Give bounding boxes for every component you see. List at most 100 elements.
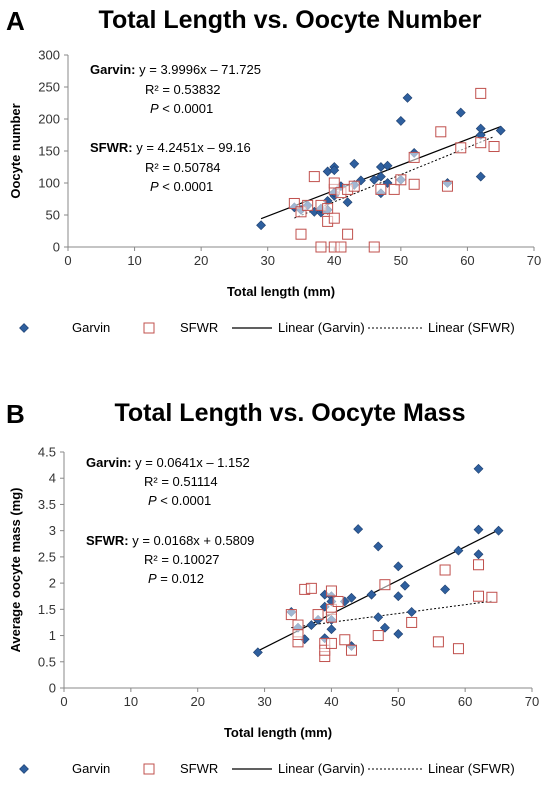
regression-annotation: P < 0.0001 (148, 493, 211, 508)
point-sfwr (292, 619, 304, 631)
x-axis-label: Total length (mm) (224, 725, 332, 740)
panel-a-title: Total Length vs. Oocyte Number (99, 6, 482, 34)
point-sfwr (388, 183, 400, 195)
regression-annotation: R² = 0.51114 (144, 474, 218, 489)
point-garvin (369, 174, 380, 185)
point-sfwr (308, 171, 320, 183)
point-sfwr (288, 197, 300, 209)
y-tick-label: 250 (38, 80, 60, 95)
point-sfwr (312, 609, 324, 621)
point-sfwr (395, 174, 407, 186)
point-sfwr (475, 87, 487, 99)
point-sfwr (452, 643, 464, 655)
point-garvin (326, 624, 337, 635)
regression-annotation: P = 0.012 (148, 571, 204, 586)
y-tick-label: 50 (46, 208, 60, 223)
point-garvin (382, 160, 393, 171)
legend-marker-sfwr (143, 763, 155, 775)
x-tick-label: 0 (60, 694, 67, 709)
regression-annotation: P < 0.0001 (150, 101, 213, 116)
y-tick-label: 150 (38, 144, 60, 159)
point-sfwr (368, 241, 380, 253)
x-axis-label: Total length (mm) (227, 284, 335, 299)
y-axis-label: Average oocyte mass (mg) (8, 488, 23, 653)
point-garvin (473, 549, 484, 560)
regression-annotation: R² = 0.53832 (145, 82, 221, 97)
point-garvin (346, 592, 357, 603)
point-garvin (353, 524, 364, 535)
y-tick-label: 3.5 (38, 497, 56, 512)
point-sfwr (475, 137, 487, 149)
point-garvin (373, 612, 384, 623)
point-garvin (440, 584, 451, 595)
point-garvin (393, 561, 404, 572)
x-tick-label: 50 (394, 253, 408, 268)
point-sfwr (332, 595, 344, 607)
point-garvin (306, 620, 317, 630)
point-garvin (342, 197, 353, 208)
point-garvin (252, 647, 263, 658)
y-tick-label: 300 (38, 48, 60, 63)
regression-annotation: P < 0.0001 (150, 179, 213, 194)
point-garvin (395, 115, 406, 126)
point-sfwr (406, 616, 418, 628)
x-tick-label: 10 (124, 694, 138, 709)
trendline-sfwr (291, 600, 492, 629)
legend-marker-garvin (19, 764, 29, 774)
y-tick-label: 0 (53, 240, 60, 255)
legend-label-linear-garvin: Linear (Garvin) (278, 320, 365, 335)
point-sfwr (345, 644, 357, 656)
point-sfwr (348, 180, 360, 192)
point-garvin (393, 629, 404, 639)
point-sfwr (441, 180, 453, 192)
legend-label-linear-sfwr: Linear (SFWR) (428, 320, 515, 335)
legend-label-linear-garvin: Linear (Garvin) (278, 761, 365, 776)
x-tick-label: 60 (458, 694, 472, 709)
x-tick-label: 70 (527, 253, 541, 268)
point-sfwr (339, 634, 351, 646)
x-tick-label: 60 (460, 253, 474, 268)
point-sfwr (319, 644, 331, 656)
y-axis-label: Oocyte number (8, 103, 23, 198)
point-sfwr (488, 141, 500, 153)
panel-b-chart: B Total Length vs. Oocyte Mass 0 10 20 30 40… (6, 399, 539, 776)
point-garvin (400, 580, 410, 591)
x-tick-label: 30 (260, 253, 274, 268)
point-garvin (379, 622, 390, 633)
point-sfwr (322, 203, 334, 215)
regression-annotation: SFWR: y = 4.2451x – 99.16 (90, 140, 251, 155)
point-sfwr (302, 199, 314, 211)
point-sfwr (315, 241, 327, 253)
point-garvin (493, 525, 504, 536)
point-sfwr (285, 609, 297, 621)
x-tick-label: 50 (391, 694, 405, 709)
point-sfwr (473, 590, 485, 602)
regression-annotation: Garvin: y = 0.0641x – 1.152 (86, 455, 250, 470)
point-sfwr (455, 142, 467, 154)
regression-annotation: R² = 0.10027 (144, 552, 220, 567)
legend-label-linear-sfwr: Linear (SFWR) (428, 761, 515, 776)
point-garvin (475, 171, 486, 182)
panel-a-chart: A Total Length vs. Oocyte Number 0 10 20 30… (6, 6, 541, 335)
point-sfwr (486, 591, 498, 603)
point-sfwr (325, 611, 337, 623)
y-tick-label: 2 (49, 576, 56, 591)
point-sfwr (295, 206, 307, 218)
panel-b-title: Total Length vs. Oocyte Mass (114, 399, 465, 427)
y-tick-label: 1.5 (38, 602, 56, 617)
point-sfwr (305, 582, 317, 594)
y-tick-label: 1 (49, 628, 56, 643)
x-tick-label: 40 (324, 694, 338, 709)
point-sfwr (439, 564, 451, 576)
point-garvin (329, 165, 340, 176)
regression-annotation: Garvin: y = 3.9996x – 71.725 (90, 62, 261, 77)
point-sfwr (325, 585, 337, 597)
point-sfwr (325, 637, 337, 649)
point-sfwr (375, 183, 387, 195)
regression-annotation: R² = 0.50784 (145, 160, 221, 175)
y-tick-label: 4.5 (38, 445, 56, 460)
point-sfwr (473, 559, 485, 571)
point-garvin (349, 158, 360, 169)
y-tick-label: 0 (49, 681, 56, 696)
